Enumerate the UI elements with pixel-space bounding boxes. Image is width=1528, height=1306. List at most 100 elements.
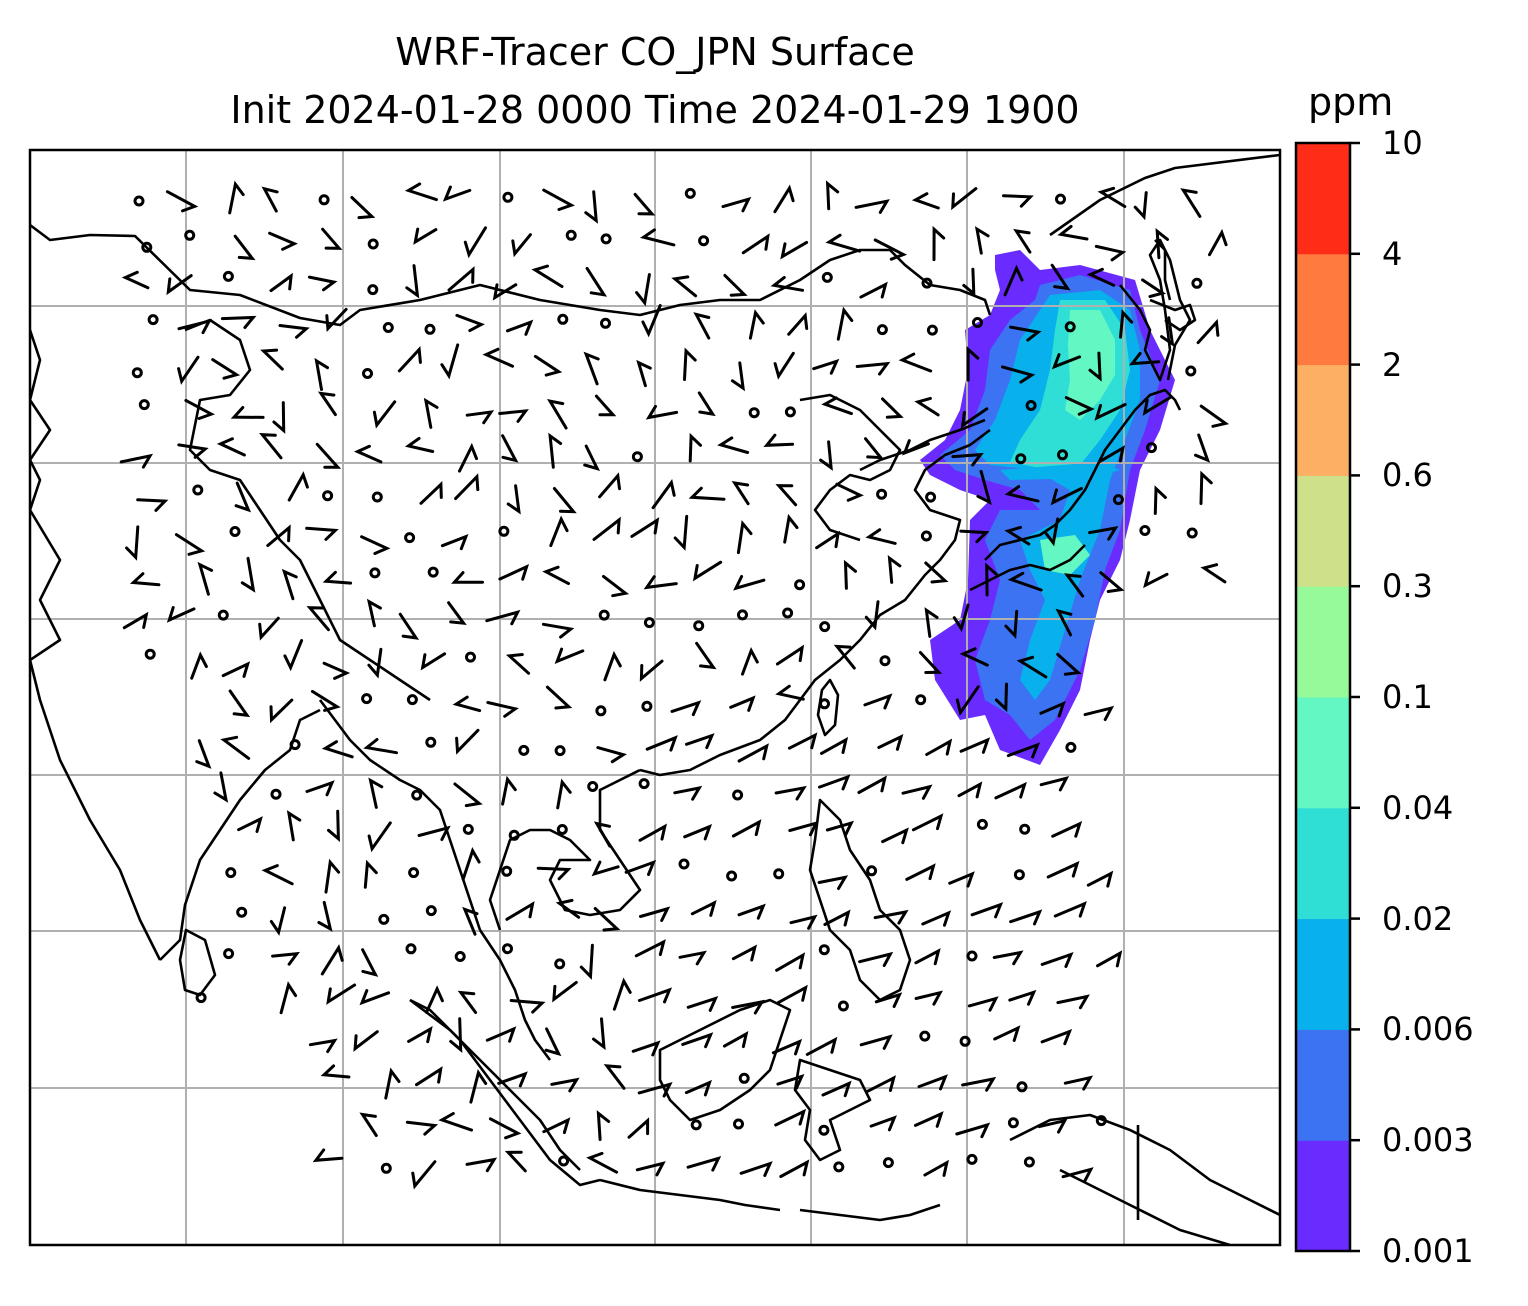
wind-barb — [671, 275, 698, 298]
wind-barb — [259, 433, 283, 460]
calm-marker — [498, 525, 510, 537]
wind-barb — [404, 436, 435, 453]
wind-barb — [211, 358, 241, 380]
wind-barb — [593, 821, 612, 848]
wind-barb — [1039, 776, 1070, 792]
wind-barb — [1094, 403, 1127, 421]
wind-barb — [1155, 228, 1169, 260]
wind-barb — [457, 990, 478, 1014]
wind-barb — [1043, 517, 1060, 547]
wind-barb — [637, 1081, 673, 1098]
wind-barb — [1098, 445, 1126, 464]
wind-barb — [353, 444, 383, 464]
wind-barb — [736, 520, 753, 555]
calm-marker — [773, 868, 785, 880]
wind-barb — [955, 1122, 991, 1139]
wind-barb — [325, 307, 348, 333]
calm-marker — [833, 1161, 845, 1173]
wind-barb — [454, 473, 480, 501]
calm-marker — [404, 532, 416, 544]
coast-lesser-sunda — [799, 1203, 941, 1222]
wind-barb — [278, 324, 310, 339]
wind-barb — [924, 607, 939, 638]
wind-barb — [1180, 188, 1202, 218]
wind-barb — [1050, 263, 1071, 291]
wind-barb — [887, 555, 902, 584]
wind-barb — [261, 186, 279, 213]
colorbar-segment — [1296, 364, 1350, 476]
wind-barb — [272, 401, 286, 434]
calm-marker — [733, 1118, 744, 1130]
wind-barb — [776, 1074, 805, 1090]
wind-barb — [407, 1026, 433, 1044]
wind-barb — [1099, 571, 1125, 593]
wind-barb — [636, 359, 652, 388]
wind-barb — [1153, 485, 1167, 515]
wind-barb — [1004, 485, 1040, 503]
wind-barb — [440, 343, 460, 380]
wind-barb — [501, 434, 519, 463]
wind-barb — [1194, 433, 1211, 463]
wind-barb — [368, 777, 384, 809]
wind-barb — [959, 647, 989, 667]
calm-marker — [1185, 365, 1197, 377]
wind-barb — [925, 738, 953, 756]
coast-borneo — [658, 998, 792, 1122]
wind-barb — [463, 226, 487, 259]
wind-barb — [136, 498, 169, 512]
calm-marker — [406, 694, 418, 706]
colorbar-tick-label: 0.001 — [1382, 1232, 1474, 1270]
wind-barb — [359, 1112, 378, 1137]
wind-barb — [639, 906, 671, 922]
wind-barb — [230, 406, 265, 419]
colorbar-segment — [1296, 253, 1350, 366]
wind-barb — [240, 556, 256, 593]
calm-marker — [818, 1124, 830, 1136]
wind-barb — [372, 400, 397, 429]
colorbar-tick-label: 0.02 — [1382, 899, 1454, 938]
coast-taiwan — [816, 678, 840, 737]
wind-barb — [821, 396, 853, 416]
wind-barb — [548, 432, 563, 469]
wind-barb — [542, 1117, 571, 1135]
wind-barb — [994, 781, 1027, 800]
wind-barb — [269, 906, 287, 936]
calm-marker — [138, 399, 150, 411]
calm-marker — [920, 530, 932, 542]
colorbar-segment — [1296, 143, 1350, 255]
wind-barb — [234, 481, 252, 513]
calm-marker — [382, 322, 394, 333]
calm-marker — [408, 867, 420, 879]
wind-barb — [602, 574, 630, 598]
wind-barb — [859, 281, 888, 299]
wind-barb — [1056, 652, 1082, 676]
calm-marker — [1055, 193, 1066, 205]
coast-japan-south — [969, 544, 1086, 592]
colorbar-unit-label: ppm — [1308, 80, 1394, 124]
wind-barb — [1199, 404, 1230, 428]
wind-barb — [497, 1071, 528, 1088]
wind-barb — [787, 732, 818, 750]
calm-marker — [1013, 869, 1025, 881]
calm-marker — [738, 1072, 750, 1084]
wind-barb — [805, 1036, 838, 1056]
calm-marker — [554, 958, 566, 970]
wind-barb — [509, 999, 546, 1014]
chart-title-line-2: Init 2024-01-28 0000 Time 2024-01-29 190… — [230, 88, 1080, 132]
wind-barb — [315, 442, 342, 469]
wind-barb — [166, 606, 196, 623]
calm-marker — [1112, 494, 1124, 506]
calm-marker — [424, 323, 436, 335]
wind-barb — [542, 565, 570, 586]
wind-barb — [771, 1038, 803, 1056]
wind-barb — [1040, 1029, 1073, 1046]
calm-marker — [1023, 1156, 1035, 1168]
wind-barb — [843, 559, 857, 590]
wind-barb — [917, 1074, 948, 1091]
wind-barb — [228, 180, 245, 215]
coast-sumatra-south — [409, 998, 601, 1187]
wind-barb — [1199, 470, 1213, 505]
wind-barb — [970, 902, 1004, 919]
colorbar-tick-label: 0.04 — [1382, 788, 1454, 827]
wind-barb — [596, 746, 627, 764]
